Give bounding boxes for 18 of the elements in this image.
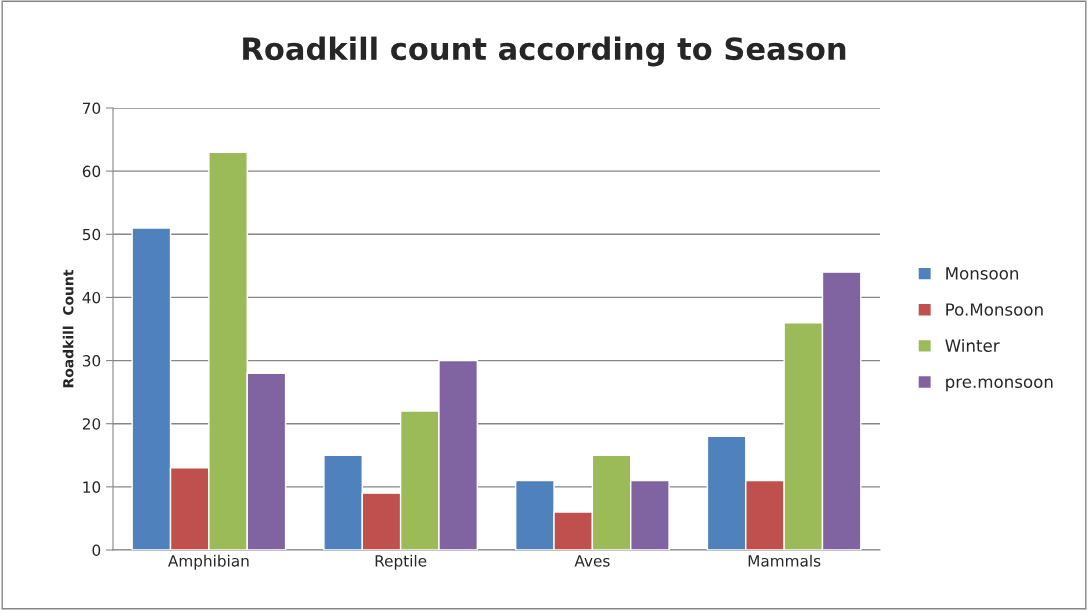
y-axis-title: Roadkill Count <box>62 269 74 388</box>
y-tick-label: 40 <box>82 291 101 304</box>
y-tick-label: 30 <box>82 355 101 367</box>
y-tick-label: 20 <box>82 418 101 430</box>
y-tick-label: 60 <box>82 165 101 178</box>
x-tick-label: Reptile <box>375 554 427 570</box>
legend-label: pre.monsoon <box>946 378 1053 392</box>
x-tick-label: Aves <box>574 555 610 567</box>
legend-label: Winter <box>945 339 1000 352</box>
y-tick-label: 10 <box>83 481 101 493</box>
legend-label: Monsoon <box>946 267 1019 280</box>
y-tick-label: 50 <box>82 228 101 241</box>
x-tick-label: Amphibian <box>168 554 249 570</box>
y-tick-label: 0 <box>92 544 101 557</box>
legend-label: Po.Monsoon <box>946 303 1043 316</box>
y-tick-label: 70 <box>83 102 101 115</box>
chart-title: Roadkill count according to Season <box>243 36 846 67</box>
x-tick-label: Mammals <box>748 554 821 567</box>
